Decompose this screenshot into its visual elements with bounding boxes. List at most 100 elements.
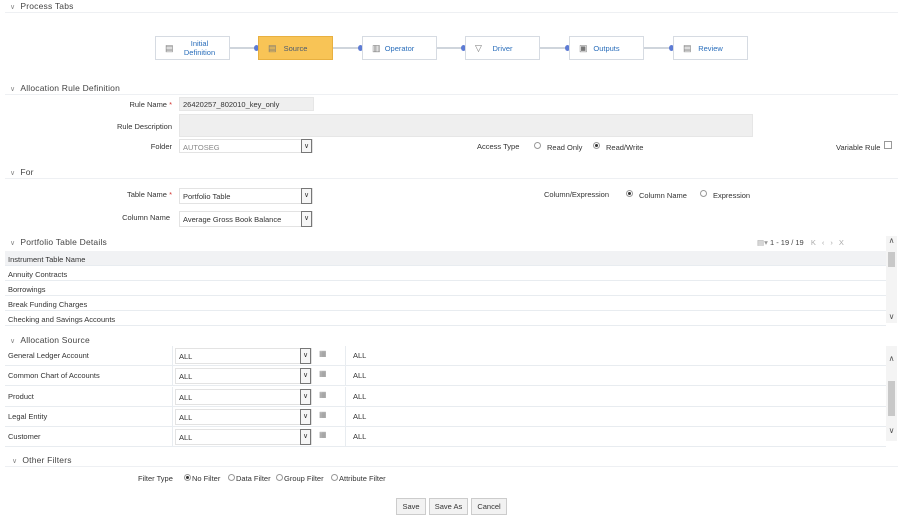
tab-source[interactable]: ▤ Source — [258, 36, 333, 60]
filter-icon: ▽ — [475, 42, 482, 53]
chevron-down-icon: ∨ — [12, 458, 18, 465]
output-icon: ▣ — [579, 42, 588, 53]
table-row[interactable]: Checking and Savings Accounts — [5, 311, 886, 326]
table-header: Instrument Table Name — [5, 251, 886, 266]
connector-dot — [565, 45, 570, 51]
variable-rule-checkbox[interactable] — [884, 141, 892, 149]
hierarchy-browser-icon[interactable]: ▦ — [319, 389, 327, 399]
first-page-icon[interactable]: K — [810, 238, 822, 247]
attribute-filter-radio[interactable] — [331, 474, 338, 481]
section-other-filters[interactable]: ∨ Other Filters — [12, 455, 72, 465]
access-type-label: Access Type — [477, 142, 520, 151]
data-filter-radio[interactable] — [228, 474, 235, 481]
chevron-down-icon: ∨ — [300, 408, 311, 425]
selected-value: ALL — [345, 366, 373, 387]
save-button[interactable]: Save — [396, 498, 426, 515]
divider — [5, 94, 898, 95]
expression-radio[interactable] — [700, 190, 707, 197]
tab-connector — [230, 47, 673, 49]
hierarchy-select[interactable]: ALL ∨ — [175, 408, 312, 425]
rows-per-page-icon[interactable]: ▤▾ — [757, 238, 768, 247]
tab-operator[interactable]: ▥ Operator — [362, 36, 437, 60]
table-row[interactable]: Borrowings — [5, 281, 886, 296]
rule-name-label: Rule Name * — [129, 100, 172, 109]
table-name-select[interactable]: Portfolio Table ∨ — [179, 188, 313, 204]
tab-outputs[interactable]: ▣ Outputs — [569, 36, 644, 60]
allocation-row: Legal Entity ALL ∨ ▦ ALL — [5, 406, 886, 427]
save-as-button[interactable]: Save As — [429, 498, 468, 515]
divider — [5, 178, 898, 179]
hierarchy-select[interactable]: ALL ∨ — [175, 348, 312, 364]
hierarchy-browser-icon[interactable]: ▦ — [319, 430, 327, 440]
chevron-down-icon: ∨ — [300, 388, 311, 405]
group-filter-radio[interactable] — [276, 474, 283, 481]
tab-review[interactable]: ▤ Review — [673, 36, 748, 60]
selected-value: ALL — [345, 386, 373, 407]
no-filter-radio[interactable] — [184, 474, 191, 481]
last-page-icon[interactable]: X — [838, 238, 850, 247]
scroll-down-icon[interactable]: ∨ — [888, 426, 895, 435]
folder-select[interactable]: AUTOSEG ∨ — [179, 139, 313, 153]
allocation-scrollbar[interactable]: ∧ ∨ — [886, 346, 897, 441]
filter-type-label: Filter Type — [138, 474, 173, 483]
prev-page-icon[interactable]: ‹ — [821, 238, 831, 247]
divider — [5, 466, 898, 467]
scroll-up-icon[interactable]: ∧ — [888, 236, 895, 245]
table-row[interactable]: Annuity Contracts — [5, 266, 886, 281]
rule-description-input[interactable] — [179, 114, 753, 137]
tab-initial-definition[interactable]: ▤ Initial Definition — [155, 36, 230, 60]
scroll-up-icon[interactable]: ∧ — [888, 354, 895, 363]
chevron-down-icon: ∨ — [300, 429, 311, 446]
cancel-button[interactable]: Cancel — [471, 498, 507, 515]
hierarchy-browser-icon[interactable]: ▦ — [319, 369, 327, 379]
chevron-down-icon: ∨ — [10, 86, 16, 93]
next-page-icon[interactable]: › — [830, 238, 839, 247]
tab-driver[interactable]: ▽ Driver — [465, 36, 540, 60]
connector-dot — [669, 45, 674, 51]
dimension-name: General Ledger Account — [5, 346, 173, 366]
hierarchy-select[interactable]: ALL ∨ — [175, 429, 312, 446]
chevron-down-icon: ∨ — [10, 4, 16, 11]
variable-rule-label: Variable Rule — [836, 143, 881, 152]
section-process-tabs[interactable]: ∨ Process Tabs — [10, 1, 74, 11]
rule-name-input[interactable]: 26420257_802010_key_only — [179, 97, 314, 111]
selected-value: ALL — [345, 427, 373, 448]
column-name-label: Column Name — [122, 213, 170, 222]
dimension-name: Legal Entity — [5, 406, 173, 427]
section-for[interactable]: ∨ For — [10, 167, 34, 177]
table-row[interactable]: Break Funding Charges — [5, 296, 886, 311]
data-filter-label: Data Filter — [236, 474, 271, 483]
chevron-down-icon: ∨ — [300, 348, 311, 364]
allocation-row: Customer ALL ∨ ▦ ALL — [5, 427, 886, 448]
column-name-radio[interactable] — [626, 190, 633, 197]
document-icon: ▤ — [165, 42, 174, 53]
folder-label: Folder — [150, 142, 172, 151]
document-icon: ▤ — [268, 42, 277, 53]
table-name-label: Table Name * — [126, 190, 172, 199]
read-write-radio[interactable] — [593, 142, 600, 149]
group-filter-label: Group Filter — [284, 474, 324, 483]
chevron-down-icon: ∨ — [10, 240, 16, 247]
hierarchy-select[interactable]: ALL ∨ — [175, 388, 312, 405]
section-allocation-source[interactable]: ∨ Allocation Source — [10, 335, 90, 345]
scroll-thumb[interactable] — [888, 381, 895, 416]
read-only-radio[interactable] — [534, 142, 541, 149]
calculator-icon: ▥ — [372, 42, 381, 53]
section-portfolio-details[interactable]: ∨ Portfolio Table Details — [10, 237, 107, 247]
column-name-select[interactable]: Average Gross Book Balance ∨ — [179, 211, 313, 227]
allocation-row: General Ledger Account ALL ∨ ▦ ALL — [5, 346, 886, 366]
hierarchy-browser-icon[interactable]: ▦ — [319, 349, 327, 358]
expression-option-label: Expression — [713, 191, 751, 200]
hierarchy-browser-icon[interactable]: ▦ — [319, 409, 327, 419]
selected-value: ALL — [345, 346, 373, 366]
connector-dot — [358, 45, 363, 51]
selected-value: ALL — [345, 406, 373, 427]
connector-dot — [461, 45, 466, 51]
chevron-down-icon: ∨ — [10, 338, 16, 345]
section-rule-definition[interactable]: ∨ Allocation Rule Definition — [10, 83, 121, 93]
hierarchy-select[interactable]: ALL ∨ — [175, 368, 312, 385]
chevron-down-icon: ∨ — [10, 170, 16, 177]
scroll-down-icon[interactable]: ∨ — [888, 312, 895, 321]
scroll-thumb[interactable] — [888, 252, 895, 267]
portfolio-scrollbar[interactable]: ∧ ∨ — [886, 236, 897, 323]
